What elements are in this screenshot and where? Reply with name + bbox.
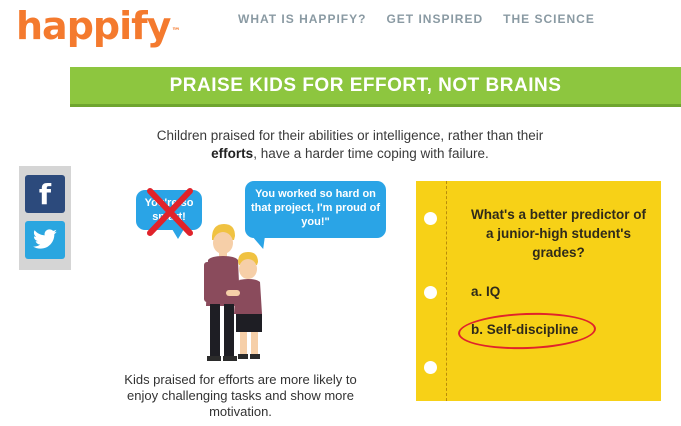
parent-and-child-figure — [204, 224, 262, 361]
illustration-caption: Kids praised for efforts are more likely… — [124, 372, 357, 419]
share-sidebar: f — [19, 166, 71, 270]
nav-get-inspired[interactable]: GET INSPIRED — [386, 12, 484, 26]
title-banner: PRAISE KIDS FOR EFFORT, NOT BRAINS — [70, 67, 681, 107]
speech-bubble-smart: You're so smart! — [136, 190, 202, 230]
notepad-margin-line — [446, 181, 447, 401]
nav-what-is-happify[interactable]: WHAT IS HAPPIFY? — [238, 12, 367, 26]
speech-bubble-effort: You worked so hard on that project, I'm … — [245, 181, 386, 238]
facebook-share-button[interactable]: f — [25, 175, 65, 213]
nav-the-science[interactable]: THE SCIENCE — [503, 12, 595, 26]
intro-emphasis: efforts — [211, 146, 254, 161]
binder-hole — [424, 286, 437, 299]
trademark-symbol: ™ — [171, 27, 181, 37]
speech-bubble-tail — [172, 229, 184, 239]
intro-text: Children praised for their abilities or … — [156, 128, 544, 161]
page-title: PRAISE KIDS FOR EFFORT, NOT BRAINS — [169, 75, 562, 96]
binder-hole — [424, 212, 437, 225]
twitter-share-button[interactable] — [25, 221, 65, 259]
happify-logo[interactable]: happify™ — [16, 4, 181, 48]
main-nav: WHAT IS HAPPIFY? GET INSPIRED THE SCIENC… — [238, 12, 595, 26]
answer-highlight-circle — [457, 310, 597, 352]
quiz-notecard: What's a better predictor of a junior-hi… — [416, 181, 661, 401]
quiz-option-a: a. IQ — [471, 284, 501, 299]
quiz-question: What's a better predictor of a junior-hi… — [471, 207, 646, 260]
facebook-icon: f — [38, 177, 52, 211]
quiz-option-b: b. Self-discipline — [471, 322, 579, 337]
binder-hole — [424, 361, 437, 374]
twitter-icon — [32, 229, 57, 249]
red-x-cross-icon — [147, 188, 193, 236]
